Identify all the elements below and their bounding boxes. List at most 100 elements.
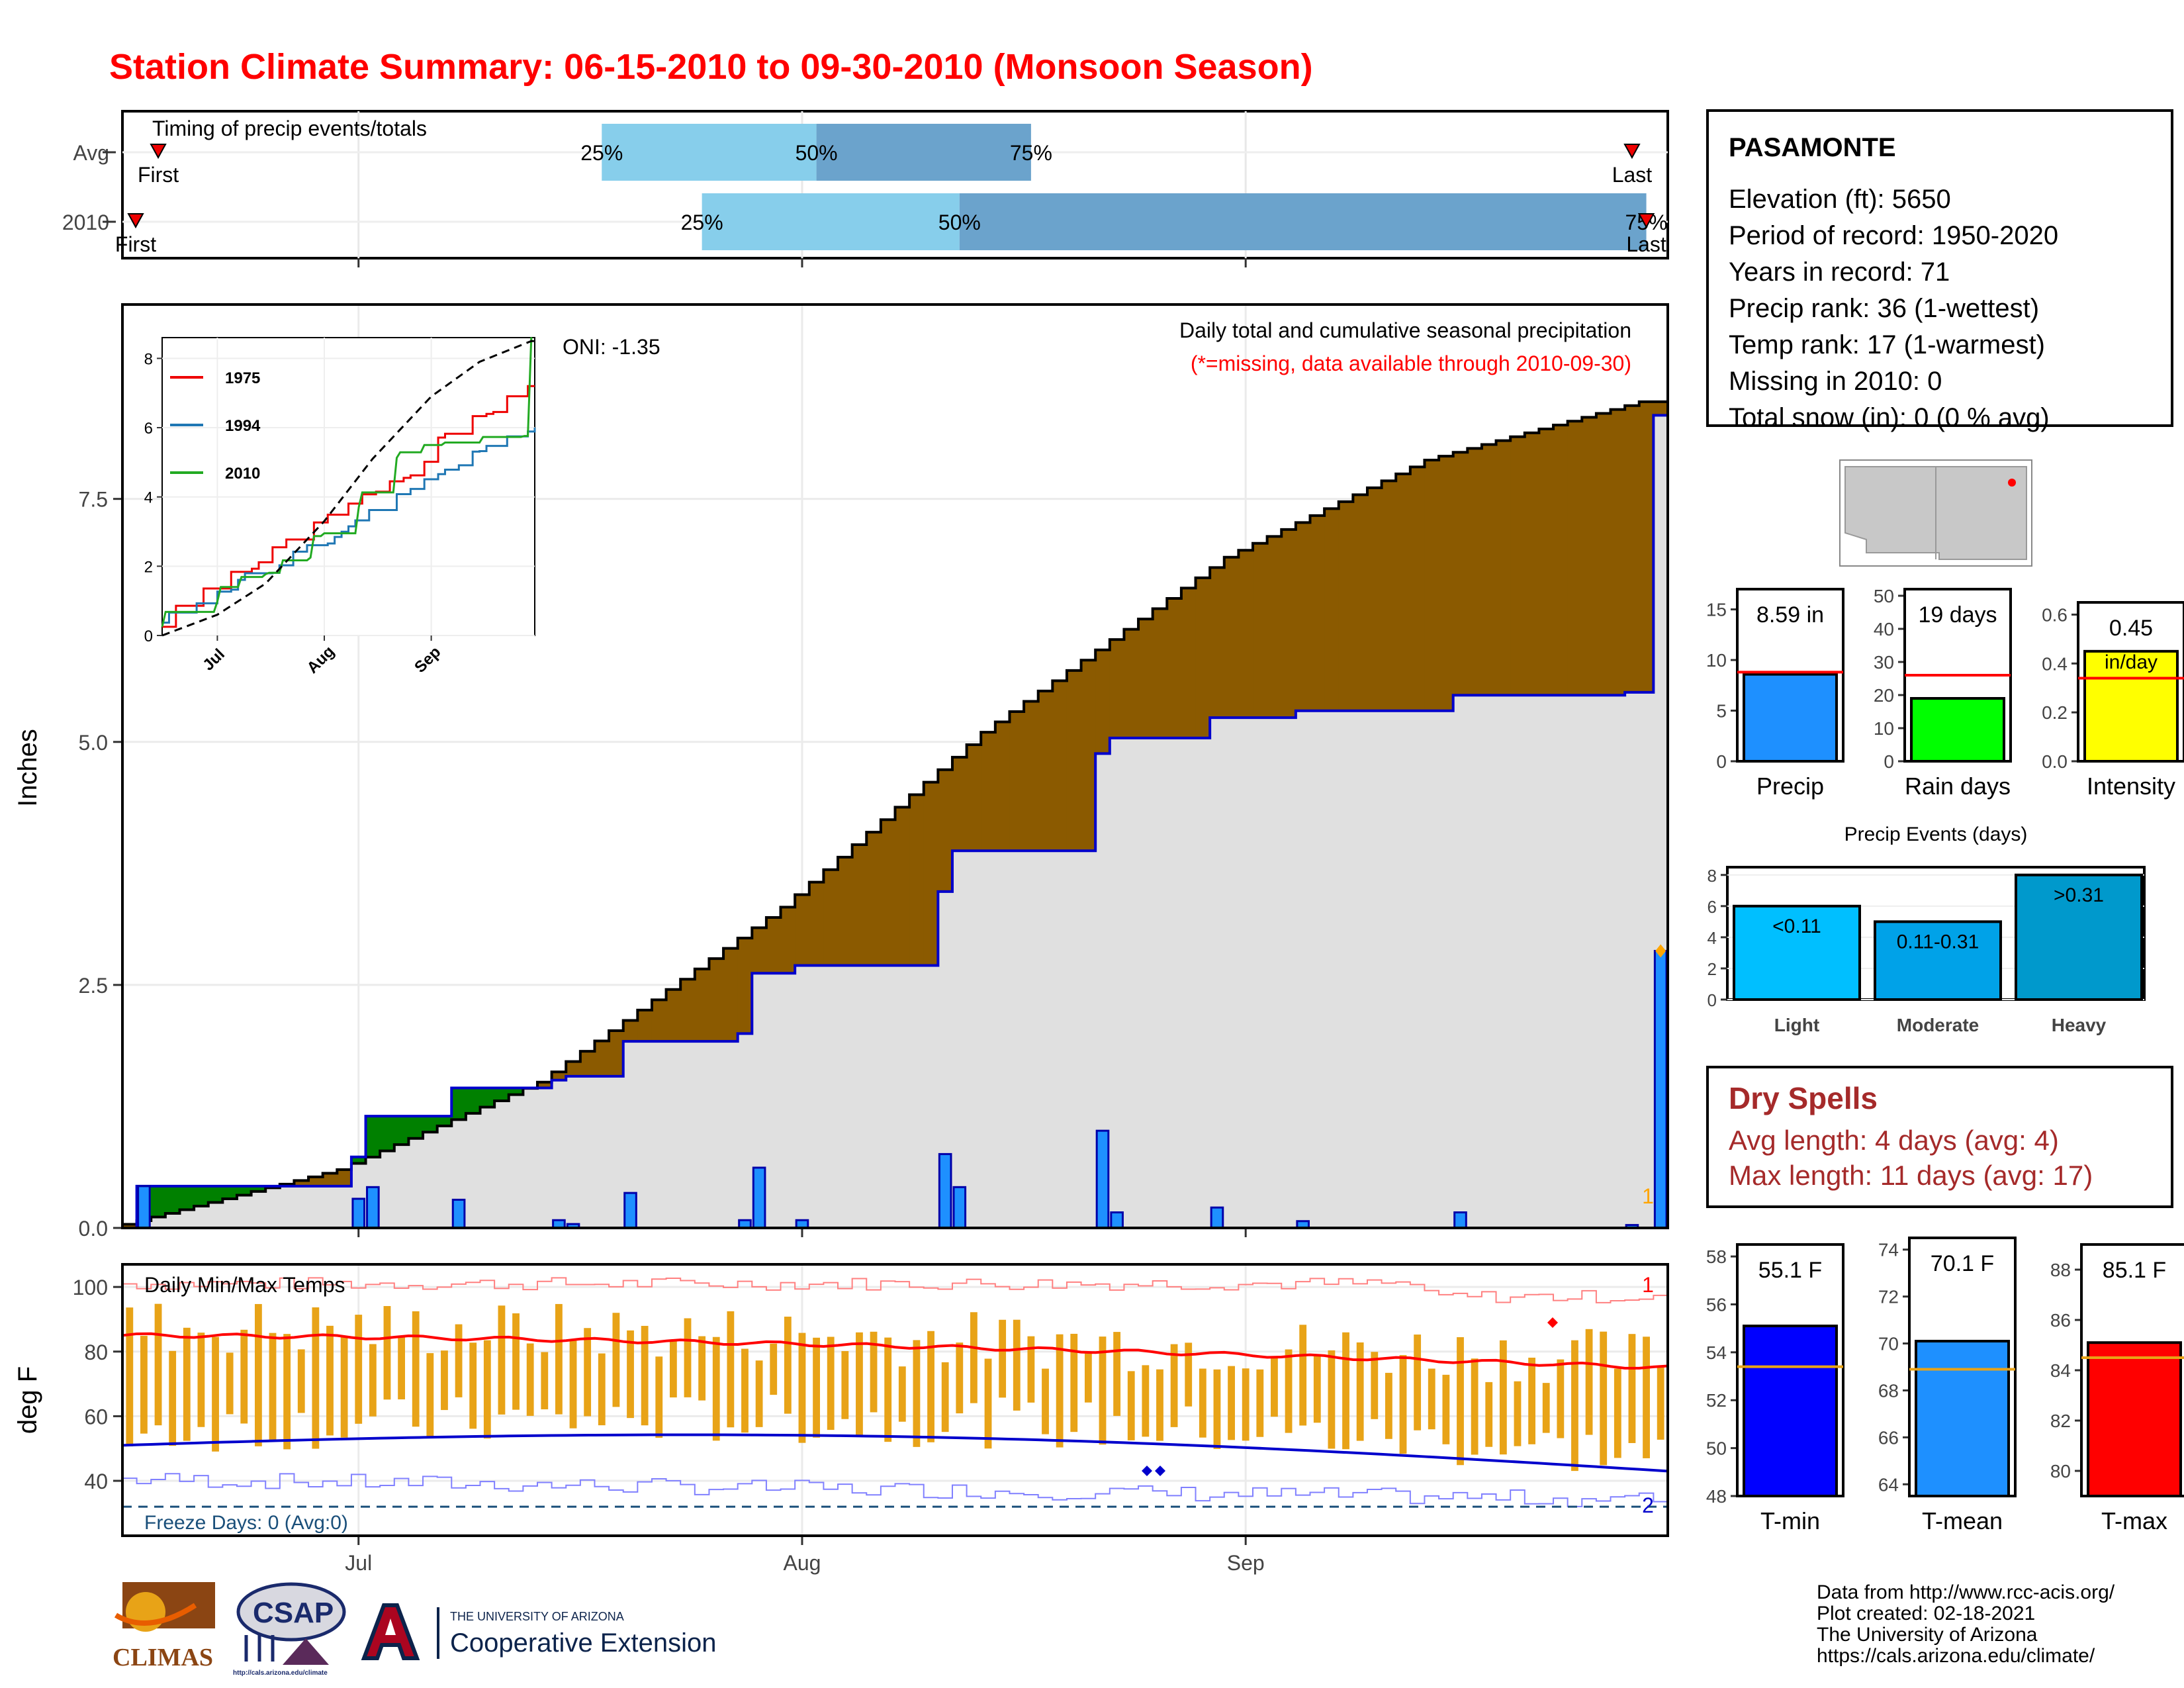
daily-temp-bar (870, 1331, 878, 1413)
deficit-segment (1295, 522, 1311, 711)
inset-y-tick-label: 2 (144, 558, 153, 576)
freeze-days-label: Freeze Days: 0 (Avg:0) (144, 1512, 348, 1534)
intensity-axis-label: Intensity (2087, 773, 2175, 800)
daily-temp-bar (254, 1303, 262, 1446)
deficit-segment (838, 857, 853, 966)
inset-y-tick-label: 4 (144, 489, 153, 507)
daily-precip-bar (451, 1198, 466, 1229)
daily-temp-bar (1027, 1336, 1035, 1403)
surplus-segment (151, 1186, 166, 1217)
precip-chart-subtitle: (*=missing, data available through 2010-… (1191, 352, 1631, 375)
daily-temp-bar (1142, 1365, 1150, 1437)
deficit-segment (1066, 670, 1082, 851)
station-location-marker (2008, 479, 2016, 487)
surplus-segment (437, 1116, 452, 1126)
sun-icon (114, 1582, 215, 1632)
deficit-segment (1610, 409, 1625, 696)
daily-temp-bar (1271, 1357, 1278, 1417)
daily-temp-bar (970, 1312, 978, 1403)
inset-avg-line (161, 340, 535, 637)
deficit-segment (1038, 690, 1053, 851)
daily-temp-bar (383, 1305, 391, 1400)
daily-precip-bar (351, 1197, 366, 1229)
daily-temp-bar (1585, 1329, 1593, 1435)
record-low-line (122, 1473, 1668, 1507)
precip-total-bar (1743, 673, 1838, 763)
daily-temp-bar (684, 1318, 692, 1397)
deficit-segment (122, 1224, 138, 1228)
rain-days-y-tick-label: 10 (1874, 718, 1894, 739)
daily-temp-bar (312, 1307, 320, 1449)
deficit-segment (1625, 405, 1640, 692)
daily-temp-bar (469, 1342, 477, 1429)
deficit-segment (1310, 515, 1325, 711)
surplus-segment (179, 1186, 195, 1210)
daily-temp-bar (541, 1352, 549, 1410)
daily-temp-bar (1342, 1332, 1349, 1450)
tmax-y-tick-label: 86 (2050, 1310, 2071, 1331)
rain-days-y-tick-label: 40 (1874, 619, 1894, 639)
deficit-segment (651, 1000, 667, 1042)
precip-total-y-tick-label: 0 (1716, 751, 1727, 772)
daily-temp-bar (1256, 1369, 1264, 1437)
daily-temp-bar (712, 1336, 720, 1441)
cloud-icon (236, 1582, 346, 1665)
record-high-marker (1547, 1317, 1558, 1328)
deficit-segment (1567, 421, 1582, 696)
deficit-segment (1582, 417, 1597, 696)
record-high-count: 1 (1642, 1273, 1654, 1297)
credits: Data from http://www.rcc-acis.org/ Plot … (1817, 1582, 2115, 1667)
daily-temp-bar (169, 1350, 177, 1446)
daily-temp-bar (913, 1340, 921, 1447)
daily-precip-bar (1210, 1206, 1224, 1229)
credit-line-university: The University of Arizona (1817, 1624, 2038, 1646)
deficit-segment (1167, 598, 1182, 738)
daily-temp-bar (455, 1324, 463, 1397)
deficit-segment (1238, 550, 1253, 718)
record-low-count: 2 (1642, 1493, 1654, 1517)
inset-y-tick-label: 8 (144, 350, 153, 368)
temp-frame (121, 1263, 1669, 1537)
temp-y-tick-label: 60 (84, 1405, 108, 1429)
events-y-tick-label: 0 (1707, 990, 1717, 1010)
deficit-segment (1524, 432, 1540, 696)
precip-y-tick-label: 7.5 (79, 488, 108, 512)
inset-legend-label: 1975 (225, 369, 260, 387)
daily-temp-bar (526, 1343, 534, 1416)
precip-total-y-tick-label: 15 (1706, 600, 1727, 620)
daily-temp-bar (412, 1311, 420, 1427)
deficit-segment (1453, 452, 1468, 696)
timing-q2-bar (816, 124, 1031, 181)
daily-temp-bar (426, 1353, 434, 1437)
daily-temp-bar (598, 1353, 606, 1426)
daily-precip-bar (752, 1166, 766, 1229)
climas-logo-text: CLIMAS (113, 1644, 214, 1671)
daily-temp-bar (669, 1340, 677, 1398)
daily-temp-bar (884, 1337, 892, 1442)
daily-temp-bar (655, 1356, 663, 1438)
daily-temp-bar (1657, 1365, 1664, 1440)
daily-temp-bar (1213, 1369, 1221, 1449)
daily-temp-bar (1371, 1352, 1379, 1419)
daily-temp-bar (956, 1342, 964, 1414)
events-category-label: Moderate (1897, 1015, 1979, 1035)
dry-spells-max: Max length: 11 days (avg: 17) (1729, 1160, 2093, 1191)
daily-temp-bar (1299, 1325, 1307, 1426)
deficit-segment (1553, 425, 1569, 696)
deficit-segment (680, 979, 696, 1042)
temp-background (122, 1264, 1668, 1536)
rain-days-bar (1910, 697, 2005, 763)
daily-temp-bar (183, 1327, 191, 1441)
deficit-segment (1324, 508, 1340, 711)
station-temp-rank: Temp rank: 17 (1-warmest) (1729, 330, 2045, 359)
daily-temp-bar (212, 1336, 219, 1452)
timing-pct-label: 50% (938, 211, 981, 234)
surplus-segment (236, 1186, 252, 1196)
events-bar-label: 0.11-0.31 (1897, 931, 1979, 953)
deficit-segment (1281, 529, 1297, 718)
inset-series-1994 (162, 428, 536, 624)
deficit-segment (852, 845, 867, 966)
inset-series-2010 (161, 337, 533, 628)
precip-chart: 0.0 2.5 5.0 7.5 1 Daily total and cumulative … (13, 303, 1669, 1241)
daily-temp-bar (1070, 1333, 1078, 1432)
